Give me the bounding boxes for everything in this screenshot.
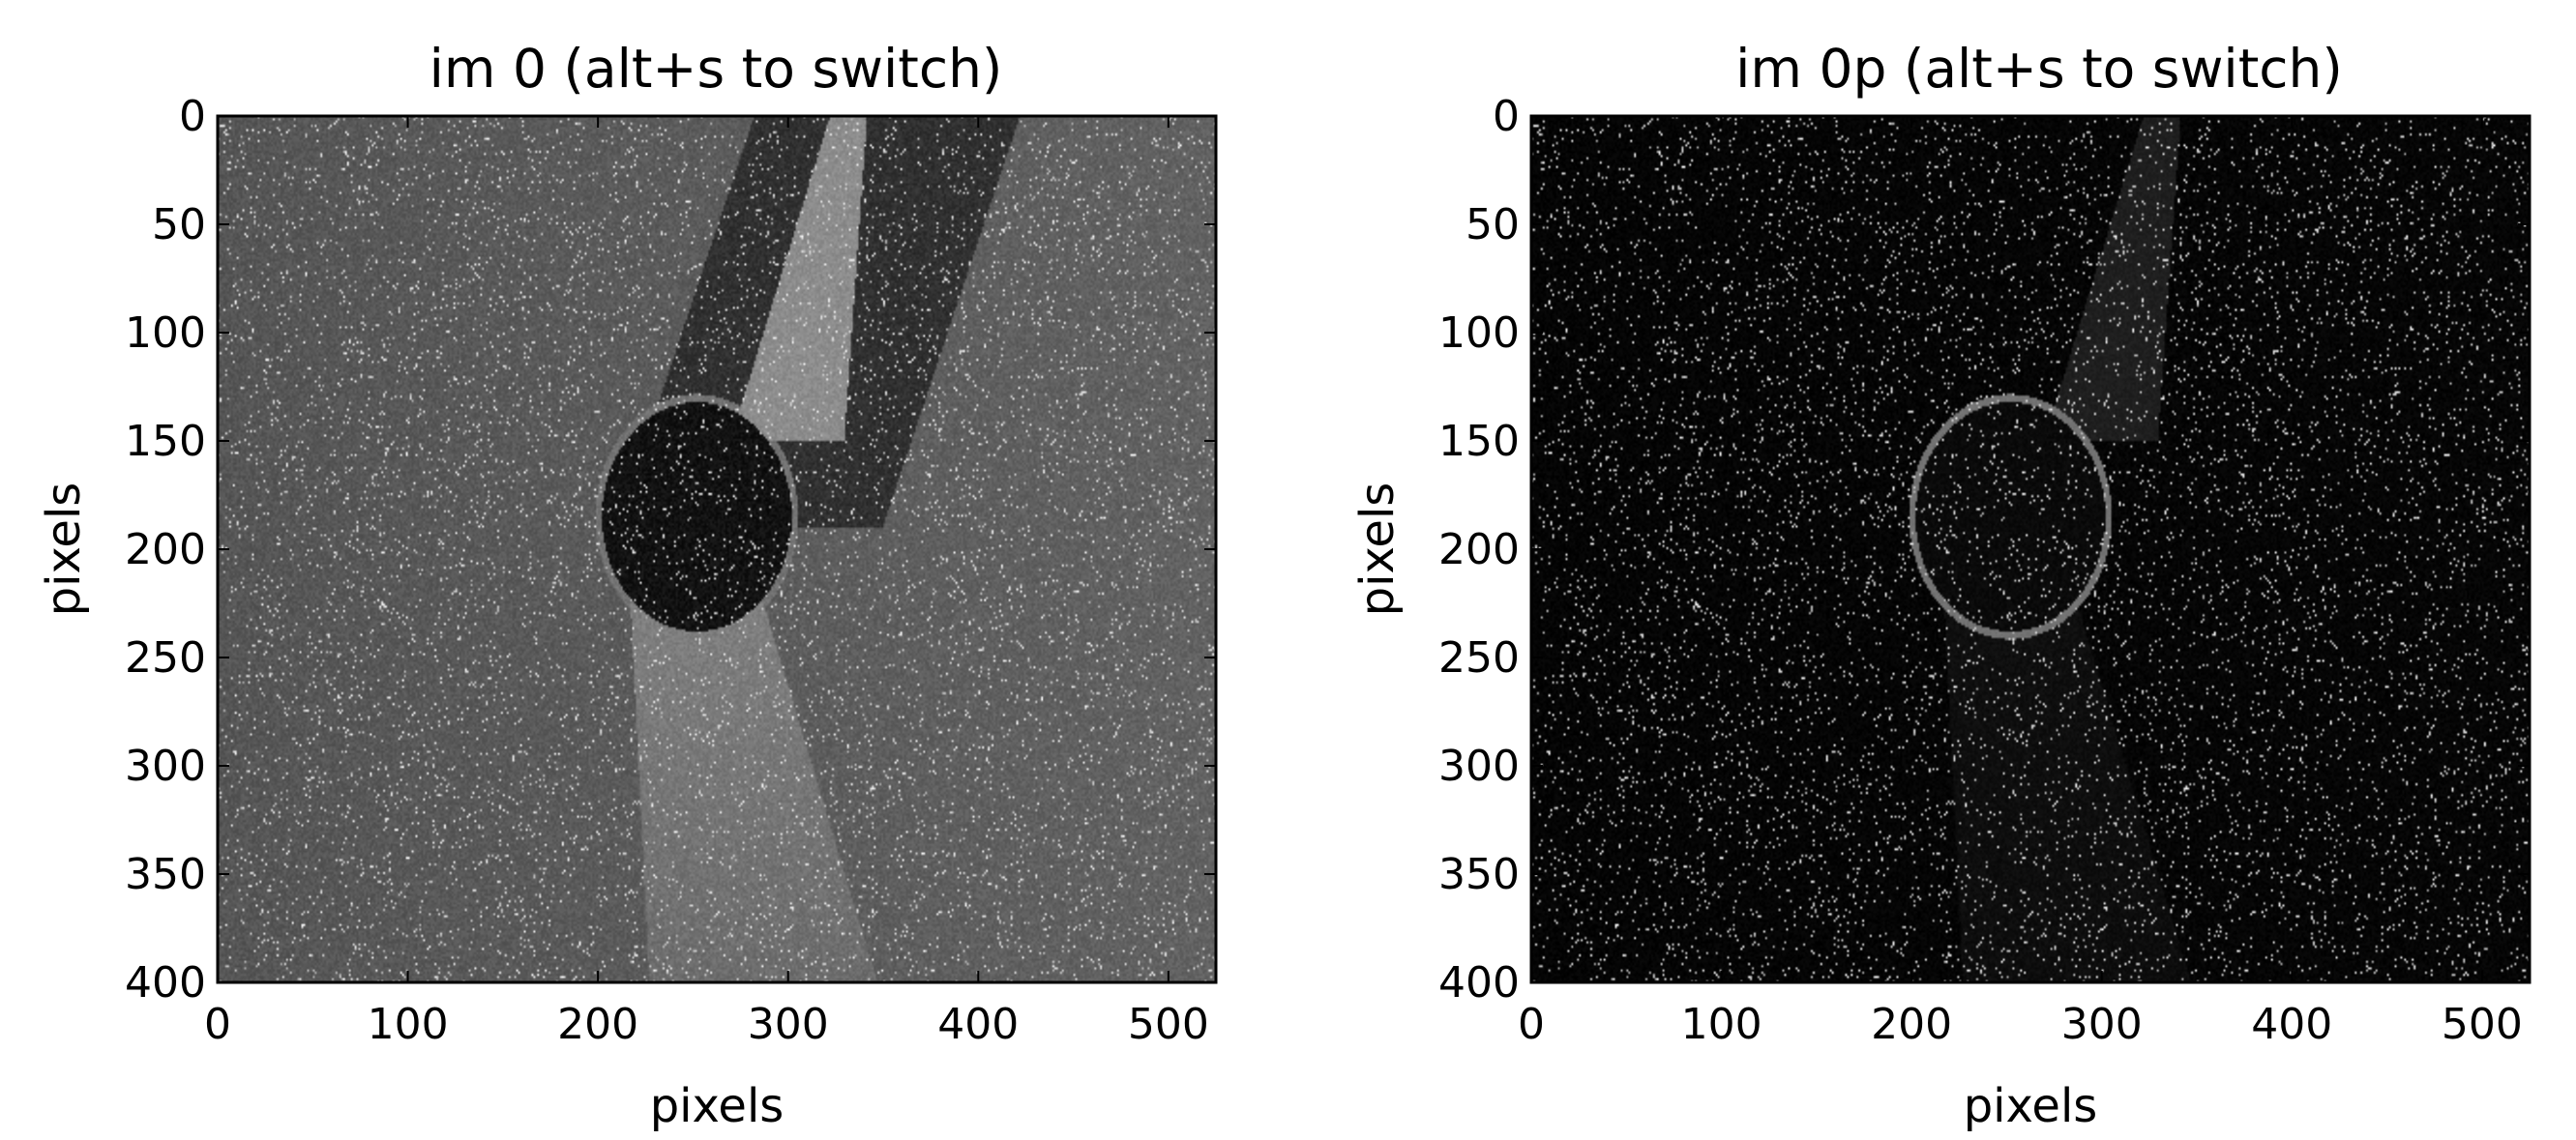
- left-x-tick-label: 200: [557, 1000, 638, 1049]
- right-y-tick-label: 200: [1438, 525, 1520, 574]
- right-image-panel: im 0p (alt+s to switch) 0 100 200 300 400 500…: [1350, 38, 2530, 1133]
- left-image-panel: im 0 (alt+s to switch) 0 100 200 300 400 500 …: [37, 38, 1216, 1133]
- left-y-tick-label: 0: [179, 92, 206, 141]
- right-x-tick-label: 500: [2442, 1000, 2523, 1049]
- right-x-tick-label: 0: [1518, 1000, 1545, 1049]
- left-x-tick-label: 0: [204, 1000, 231, 1049]
- right-y-tick-label: 0: [1493, 92, 1520, 141]
- left-y-tick-label: 250: [125, 633, 206, 683]
- left-y-tick-label: 50: [152, 200, 206, 249]
- right-y-axis-label: pixels: [1350, 482, 1405, 617]
- right-y-tick-label: 250: [1438, 633, 1520, 683]
- left-x-tick-label: 100: [368, 1000, 449, 1049]
- right-x-tick-label: 300: [2061, 1000, 2143, 1049]
- right-x-tick-label: 100: [1681, 1000, 1762, 1049]
- right-y-tick-label: 100: [1438, 308, 1520, 358]
- right-panel-title: im 0p (alt+s to switch): [1735, 38, 2343, 100]
- left-particle-image: [218, 116, 1216, 982]
- left-x-tick-label: 500: [1128, 1000, 1209, 1049]
- right-y-tick-label: 300: [1438, 742, 1520, 791]
- right-y-tick-label: 350: [1438, 850, 1520, 899]
- right-x-axis-label: pixels: [1964, 1079, 2098, 1133]
- right-y-tick-label: 150: [1438, 417, 1520, 466]
- left-y-tick-label: 150: [125, 417, 206, 466]
- right-y-tick-label: 50: [1466, 200, 1520, 249]
- left-panel-title: im 0 (alt+s to switch): [429, 38, 1003, 100]
- right-y-tick-label: 400: [1438, 958, 1520, 1008]
- left-y-tick-label: 300: [125, 742, 206, 791]
- right-x-tick-label: 200: [1871, 1000, 1952, 1049]
- left-y-tick-label: 100: [125, 308, 206, 358]
- left-x-axis-label: pixels: [650, 1079, 785, 1133]
- left-x-tick-label: 400: [937, 1000, 1019, 1049]
- left-y-tick-label: 350: [125, 850, 206, 899]
- right-x-tick-label: 400: [2251, 1000, 2332, 1049]
- left-x-tick-label: 300: [748, 1000, 829, 1049]
- left-y-tick-label: 200: [125, 525, 206, 574]
- right-particle-image: [1531, 116, 2530, 982]
- left-y-tick-label: 400: [125, 958, 206, 1008]
- left-y-axis-label: pixels: [37, 482, 91, 617]
